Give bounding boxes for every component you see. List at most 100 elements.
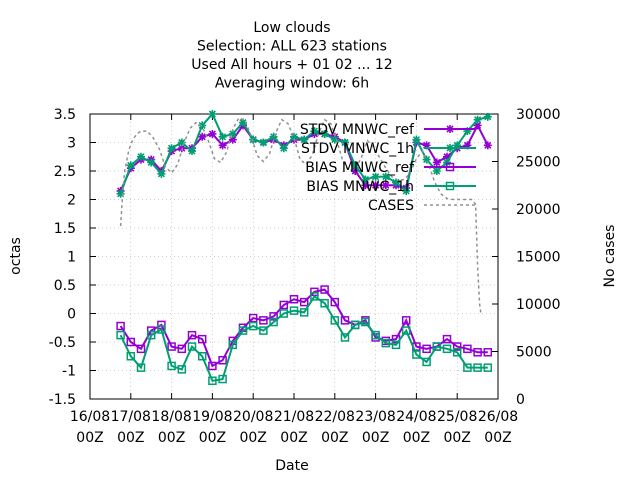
- data-point: [381, 172, 390, 181]
- data-point: [239, 118, 247, 127]
- data-point: [187, 342, 197, 351]
- data-point: [218, 374, 227, 384]
- y2-tick-label: 20000: [516, 202, 561, 218]
- y2-tick-label: 25000: [516, 155, 561, 171]
- data-point: [446, 125, 454, 133]
- x-axis-label: Date: [275, 458, 308, 474]
- data-point: [445, 181, 455, 191]
- data-point: [473, 363, 482, 372]
- legend: STDV MNWC_ref STDV MNWC_1h BIAS MNWC_ref BI…: [300, 122, 476, 214]
- data-point: [340, 333, 350, 342]
- data-point: [249, 135, 258, 144]
- data-point: [483, 141, 492, 150]
- data-point: [147, 158, 156, 167]
- x-tick-label: 00Z: [280, 430, 307, 446]
- x-tick-label: 00Z: [199, 430, 226, 446]
- y-tick-label: 2: [67, 193, 76, 209]
- y-tick-label: -1.5: [49, 392, 76, 408]
- data-point: [279, 309, 289, 318]
- data-point: [330, 297, 340, 307]
- data-point: [402, 186, 411, 195]
- data-point: [443, 152, 451, 161]
- data-point: [289, 306, 299, 315]
- x-tick-label: 19/08: [192, 409, 232, 425]
- series-line: [119, 116, 482, 315]
- x-tick-label: 25/08: [437, 409, 477, 425]
- data-point: [116, 321, 125, 331]
- data-point: [422, 155, 431, 164]
- data-point: [371, 181, 380, 190]
- data-point: [446, 144, 454, 152]
- data-point: [146, 330, 156, 340]
- y-tick-label: -0.5: [49, 335, 76, 351]
- data-point: [473, 348, 482, 357]
- plot-frame: -1.5 -1 -0.5 0 0.5 1 1.5 2 2.5 3 3.5 0 5000 10000 1500…: [49, 107, 561, 446]
- y2-tick-label: 0: [516, 392, 525, 408]
- data-point: [361, 175, 370, 184]
- y-tick-label: 3: [67, 136, 76, 152]
- data-point: [289, 295, 299, 304]
- data-point: [208, 129, 217, 138]
- data-point: [177, 138, 186, 147]
- data-point: [167, 144, 176, 153]
- data-point: [177, 344, 187, 354]
- data-point: [412, 135, 421, 144]
- y2-tick-label: 15000: [516, 250, 561, 266]
- x-tick-label: 00Z: [321, 430, 348, 446]
- data-point: [391, 340, 401, 350]
- data-point: [341, 138, 349, 147]
- x-tick-label: 18/08: [151, 409, 191, 425]
- legend-label: STDV MNWC_ref: [300, 122, 415, 138]
- x-tick-label: 00Z: [117, 430, 144, 446]
- data-point: [248, 313, 258, 323]
- data-point: [361, 181, 370, 190]
- data-point: [157, 325, 166, 334]
- data-point: [126, 337, 136, 347]
- x-tick-label: 21/08: [274, 409, 314, 425]
- data-point: [290, 132, 298, 141]
- x-tick-label: 24/08: [396, 409, 436, 425]
- data-point: [197, 334, 207, 344]
- data-point: [361, 317, 370, 327]
- x-tick-label: 00Z: [362, 430, 389, 446]
- chart-title: Low clouds Selection: ALL 623 stations Use…: [191, 20, 392, 92]
- data-point: [218, 141, 227, 150]
- x-tick-label: 00Z: [76, 430, 103, 446]
- data-point: [350, 320, 360, 330]
- series-group: [116, 110, 493, 386]
- data-point: [238, 326, 248, 335]
- data-point: [330, 135, 339, 144]
- data-point: [473, 115, 482, 124]
- x-tick-label: 00Z: [158, 430, 185, 446]
- data-point: [197, 352, 207, 361]
- legend-label: CASES: [368, 198, 414, 214]
- data-point: [157, 169, 166, 178]
- legend-label: STDV MNWC_1h: [301, 141, 414, 157]
- data-point: [401, 326, 411, 335]
- data-point: [381, 181, 390, 190]
- title-line: Used All hours + 01 02 ... 12: [191, 57, 392, 73]
- data-point: [198, 132, 207, 141]
- data-point: [371, 172, 380, 181]
- y-tick-label: 3.5: [54, 107, 76, 123]
- data-point: [483, 112, 492, 121]
- data-point: [330, 316, 340, 325]
- data-point: [442, 334, 452, 344]
- data-point: [320, 298, 329, 308]
- title-line: Selection: ALL 623 stations: [197, 39, 387, 55]
- data-point: [218, 355, 227, 365]
- data-point: [228, 129, 237, 138]
- data-point: [279, 300, 289, 310]
- data-point: [381, 338, 391, 348]
- x-tick-label: 00Z: [239, 430, 266, 446]
- data-point: [392, 178, 400, 187]
- y-tick-label: 1.5: [54, 221, 76, 237]
- data-point: [188, 147, 196, 156]
- data-point: [299, 308, 309, 317]
- legend-label: BIAS MNWC_ref: [305, 160, 415, 176]
- x-tick-label: 22/08: [315, 409, 355, 425]
- x-tick-label: 17/08: [111, 409, 151, 425]
- x-tick-label: 00Z: [403, 430, 430, 446]
- data-point: [136, 363, 146, 372]
